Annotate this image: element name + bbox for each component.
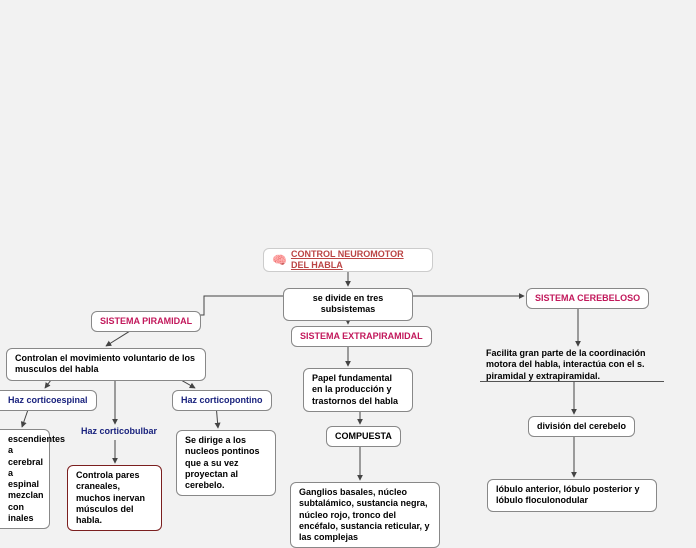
- haz-corticopontino[interactable]: Haz corticopontino: [172, 390, 272, 411]
- compuesta-desc: Ganglios basales, núcleo subtalámico, su…: [290, 482, 440, 548]
- node-extrapiramidal[interactable]: SISTEMA EXTRAPIRAMIDAL: [291, 326, 432, 347]
- haz-cb-desc: Controla pares craneales, muchos inervan…: [67, 465, 162, 531]
- root-node[interactable]: 🧠 CONTROL NEUROMOTOR DEL HABLA: [263, 248, 433, 272]
- node-division[interactable]: división del cerebelo: [528, 416, 635, 437]
- subtitle-node: se divide en tres subsistemas: [283, 288, 413, 321]
- brain-icon: 🧠: [272, 253, 287, 268]
- haz-corticoespinal[interactable]: Haz corticoespinal: [0, 390, 97, 411]
- cereb-hr: [480, 381, 664, 382]
- piramidal-desc: Controlan el movimiento voluntario de lo…: [6, 348, 206, 381]
- node-cerebeloso[interactable]: SISTEMA CEREBELOSO: [526, 288, 649, 309]
- root-link[interactable]: CONTROL NEUROMOTOR DEL HABLA: [291, 249, 424, 272]
- node-compuesta[interactable]: COMPUESTA: [326, 426, 401, 447]
- cereb-desc: Facilita gran parte de la coordinación m…: [484, 348, 664, 382]
- haz-ce-desc: escendientes a cerebral a espinal mezcla…: [0, 429, 50, 529]
- haz-corticobulbar[interactable]: Haz corticobulbar: [79, 426, 159, 437]
- node-piramidal[interactable]: SISTEMA PIRAMIDAL: [91, 311, 201, 332]
- haz-cp-desc: Se dirige a los nucleos pontinos que a s…: [176, 430, 276, 496]
- lobulos-desc: lóbulo anterior, lóbulo posterior y lóbu…: [487, 479, 657, 512]
- extra-desc: Papel fundamental en la producción y tra…: [303, 368, 413, 412]
